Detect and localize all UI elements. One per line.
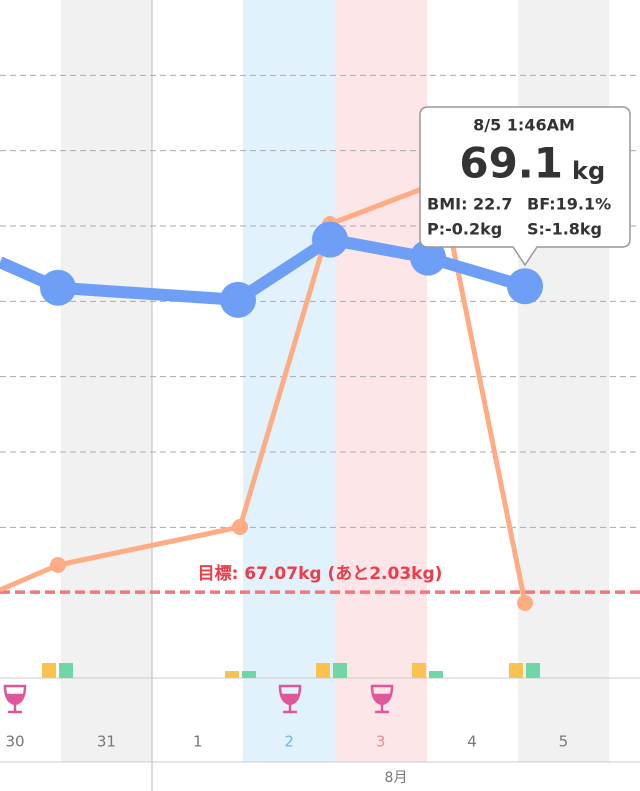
tooltip-p: P:-0.2kg [427, 220, 502, 239]
marker [526, 663, 540, 678]
wine-icon [3, 684, 27, 714]
day-label: 1 [193, 733, 203, 751]
marker [316, 663, 330, 678]
body-fat-dot [50, 557, 66, 573]
weight-series [0, 221, 543, 318]
day-label: 5 [559, 733, 569, 751]
tooltip-weight: 69.1 [459, 139, 563, 188]
month-label: 8月 [385, 770, 408, 786]
wine-icon [370, 684, 394, 714]
wine-icon [278, 684, 302, 714]
body-fat-dot [517, 595, 533, 611]
saturday-column [243, 0, 335, 762]
marker [333, 663, 347, 678]
tooltip: 8/5 1:46AM 69.1 kg BMI: 22.7 BF:19.1% P:… [419, 106, 631, 267]
tooltip-box [419, 106, 631, 267]
goal: 目標: 67.07kg (あと2.03kg) [0, 563, 640, 594]
marker [429, 671, 443, 678]
marker [42, 663, 56, 678]
weekend-column [61, 0, 152, 762]
day-label: 30 [5, 733, 24, 751]
body-fat-dot [232, 519, 248, 535]
day-label: 31 [97, 733, 116, 751]
body-fat-line [0, 179, 533, 611]
marker [242, 671, 256, 678]
weight-dot [507, 268, 543, 305]
sunday-column [335, 0, 427, 762]
body-fat-line [0, 179, 528, 604]
day-label: 4 [467, 733, 477, 751]
tooltip-time: 8/5 1:46AM [473, 116, 575, 135]
weight-dot [410, 239, 446, 276]
tooltip-s: S:-1.8kg [527, 220, 602, 239]
tooltip-bmi: BMI: 22.7 [427, 195, 513, 214]
wine-icons [3, 684, 394, 714]
day-label: 2 [284, 733, 294, 751]
goal-label: 目標: 67.07kg (あと2.03kg) [198, 563, 443, 584]
marker [509, 663, 523, 678]
tooltip-bf: BF:19.1% [527, 195, 611, 214]
day-label: 3 [376, 733, 386, 751]
activity-markers [42, 663, 540, 678]
marker [225, 671, 239, 678]
tooltip-unit: kg [572, 157, 605, 185]
weight-dot [40, 269, 76, 306]
weight-dot [220, 281, 256, 318]
day-labels: 30 31 1 2 3 4 5 [5, 733, 568, 751]
marker [59, 663, 73, 678]
marker [412, 663, 426, 678]
weight-dot [312, 221, 348, 258]
